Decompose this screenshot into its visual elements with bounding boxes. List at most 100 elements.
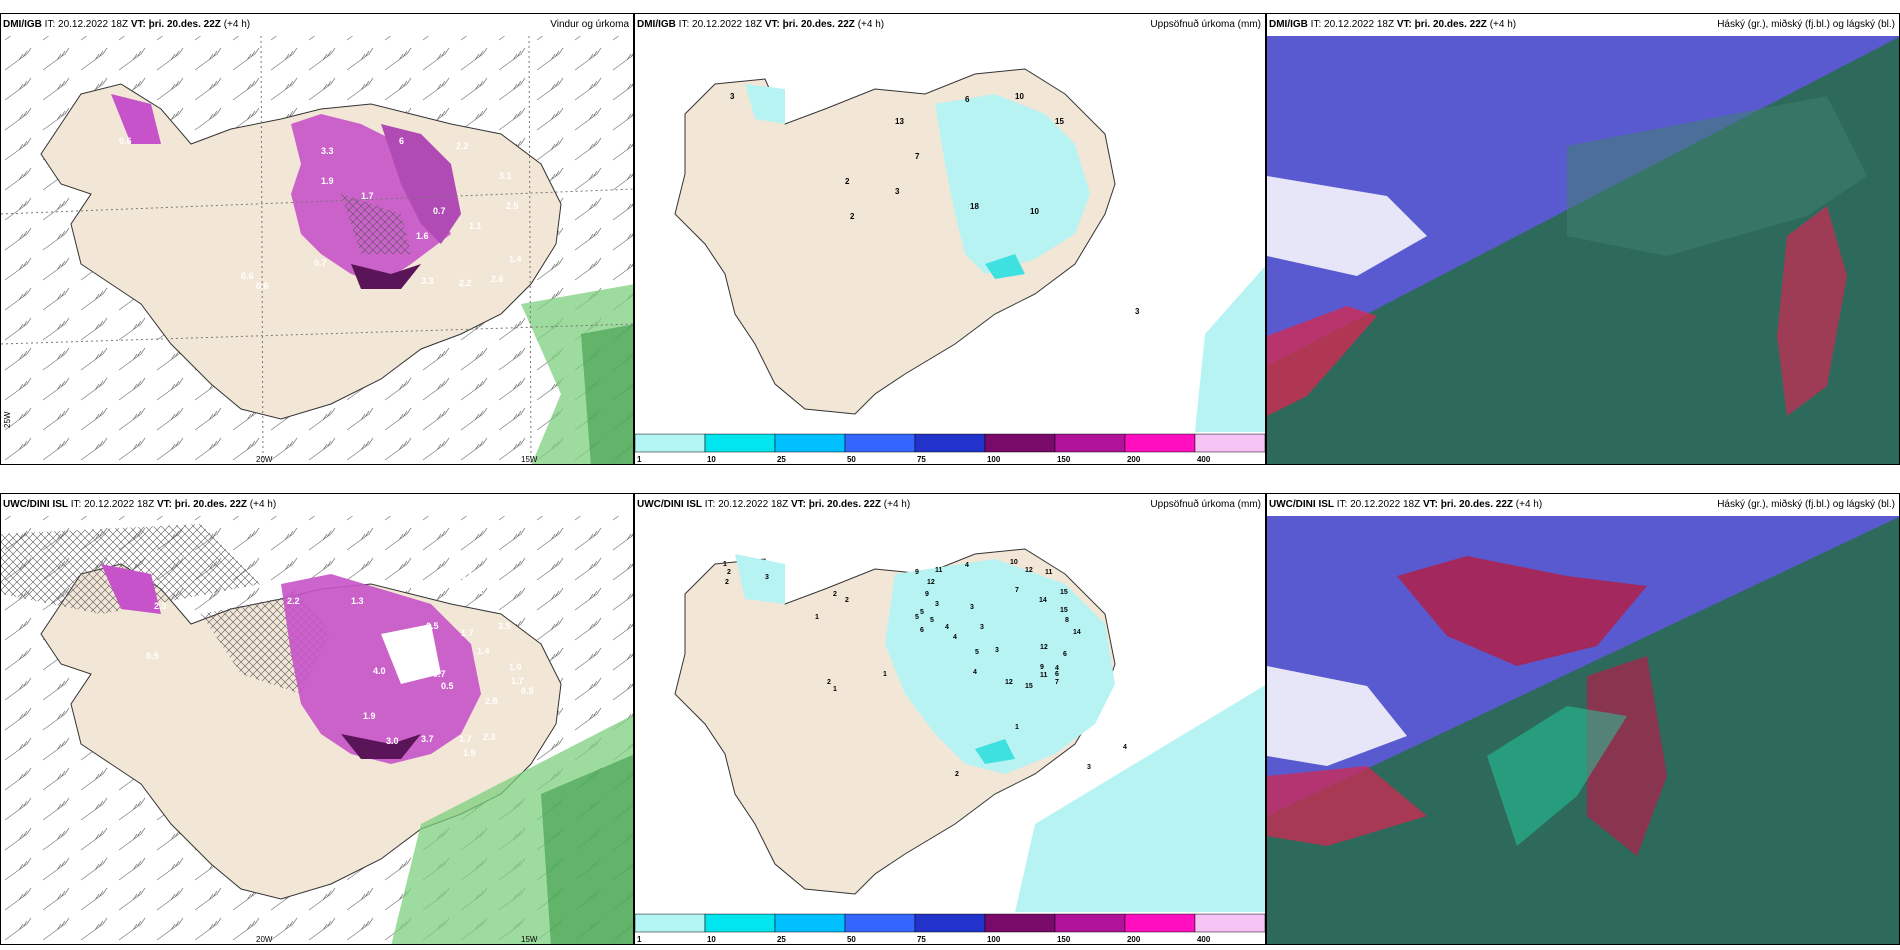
precip-value: 18 [970,202,979,211]
panel-header: UWC/DINI ISL IT: 20.12.2022 18Z VT: þri.… [1267,494,1899,516]
precip-value: 1.7 [361,191,374,201]
colorbar-swatch [984,913,1056,933]
colorbar: 1 10 25 50 75 100 150 200 400 [635,433,1265,464]
clear-area [1267,176,1427,276]
precip-value: 9 [925,591,929,598]
colorbar-swatch [1124,913,1196,933]
model-name: UWC/DINI ISL [637,499,702,510]
precip-value: 14 [1073,629,1081,636]
longitude-line [528,35,532,464]
precip-value: 2.3 [483,732,496,742]
precip-value: 1.9 [463,748,476,758]
model-name: UWC/DINI ISL [1269,499,1334,510]
precip-value: 0.6 [119,136,132,146]
colorbar-tick-label: 25 [777,455,786,464]
wind-precip-map: 0.6 3.3 6 2.2 1.9 3.1 1.7 0.7 2.5 1.6 1.1 0.6 0.7 3.3… [1,35,633,464]
valid-time: þri. 20.des. 22Z [808,499,882,510]
precip-value: 0.6 [241,271,254,281]
precip-value: 2 [725,579,729,586]
precip-value: 6 [1063,651,1067,658]
wind-precip-map: 2.33.02.2 1.33.10.51.73.50.70.54.00.5 1.41… [1,516,633,944]
colorbar-swatch [635,913,706,933]
precip-value: 3 [1087,764,1091,771]
init-time: IT: 20.12.2022 18Z [44,19,129,30]
precip-value: 1.1 [469,221,482,231]
precip-area [111,94,161,144]
lead-time: (+4 h) [857,19,885,30]
init-time: IT: 20.12.2022 18Z [1310,19,1395,30]
precip-light [935,94,1090,274]
precip-value: 11 [935,567,943,574]
precip-light [885,559,1115,774]
precip-value: 15 [1060,607,1068,614]
colorbar-swatch [1124,433,1196,453]
colorbar-tick-label: 1 [637,455,642,464]
precip-value: 1.0 [509,662,522,672]
precip-value: 3.5 [498,621,511,631]
panel-clouds-uwc: UWC/DINI ISL IT: 20.12.2022 18Z VT: þri.… [1266,493,1900,945]
panel-title: Háský (gr.), miðský (fj.bl.) og lágský (… [1717,499,1895,510]
precip-value: 3 [970,604,974,611]
colorbar-swatch [774,433,846,453]
precip-value: 8 [1065,617,1069,624]
precip-value: 2 [827,679,831,686]
precip-value: 0.5 [441,681,454,691]
precip-value: 1.9 [363,711,376,721]
precip-value: 1.4 [477,646,490,656]
lon-label: 20W [256,455,273,464]
precip-value: 4 [965,562,969,569]
panel-header: UWC/DINI ISL IT: 20.12.2022 18Z VT: þri.… [1,494,633,516]
latitude-line [1,188,633,215]
precip-value: 3.7 [421,734,434,744]
lon-label: 20W [256,935,273,944]
precip-value: 14 [1039,597,1047,604]
precip-value: 2.3 [154,601,167,611]
precip-value: 11 [1045,569,1053,576]
precip-value: 11 [1040,672,1048,679]
colorbar-tick-label: 400 [1197,935,1211,944]
longitude-line [260,35,264,464]
precip-value: 15 [1060,589,1068,596]
precip-value: 4.0 [373,666,386,676]
colorbar-tick-label: 200 [1127,935,1141,944]
precip-value: 7 [1015,587,1019,594]
panel-title: Vindur og úrkoma [550,19,629,30]
colorbar-tick-label: 25 [777,935,786,944]
precip-value: 1 [1015,724,1019,731]
precip-value: 0.7 [433,206,446,216]
colorbar-swatch [914,913,986,933]
precip-value: 1 [723,561,727,568]
model-name: DMI/IGB [3,19,42,30]
colorbar-tick-label: 10 [707,935,716,944]
hatched-area [1,524,261,614]
precip-core [341,734,421,759]
precip-value: 0.5 [426,621,439,631]
precip-core [351,264,421,289]
precip-value: 1.7 [511,676,524,686]
precip-value: 5 [920,609,924,616]
precip-value: 3.1 [471,586,484,596]
precip-value: 4 [1123,744,1127,751]
precip-value: 2 [727,569,731,576]
precip-value: 1 [815,614,819,621]
accum-precip-map: 3 13 6 10 15 7 2 2 3 18 10 3 [674,68,1265,432]
colorbar-swatch [704,913,776,933]
precip-value: 6 [920,627,924,634]
colorbar-tick-label: 10 [707,455,716,464]
precip-value: 2.8 [485,696,498,706]
colorbar-swatch [844,913,916,933]
valid-time-label: VT: [1422,499,1438,510]
precip-value: 2.6 [491,274,504,284]
precip-value: 10 [1030,207,1039,216]
precip-value: 0.6 [256,281,269,291]
panel-clouds-dmi: DMI/IGB IT: 20.12.2022 18Z VT: þri. 20.d… [1266,13,1900,465]
lon-label: 15W [521,455,538,464]
colorbar-swatch [914,433,986,453]
precip-value: 2 [845,597,849,604]
precip-area [281,574,481,764]
precip-value: 6 [1055,671,1059,678]
colorbar-tick-label: 50 [847,935,856,944]
precip-value: 3.0 [386,736,399,746]
panel-title: Háský (gr.), miðský (fj.bl.) og lágský (… [1717,19,1895,30]
